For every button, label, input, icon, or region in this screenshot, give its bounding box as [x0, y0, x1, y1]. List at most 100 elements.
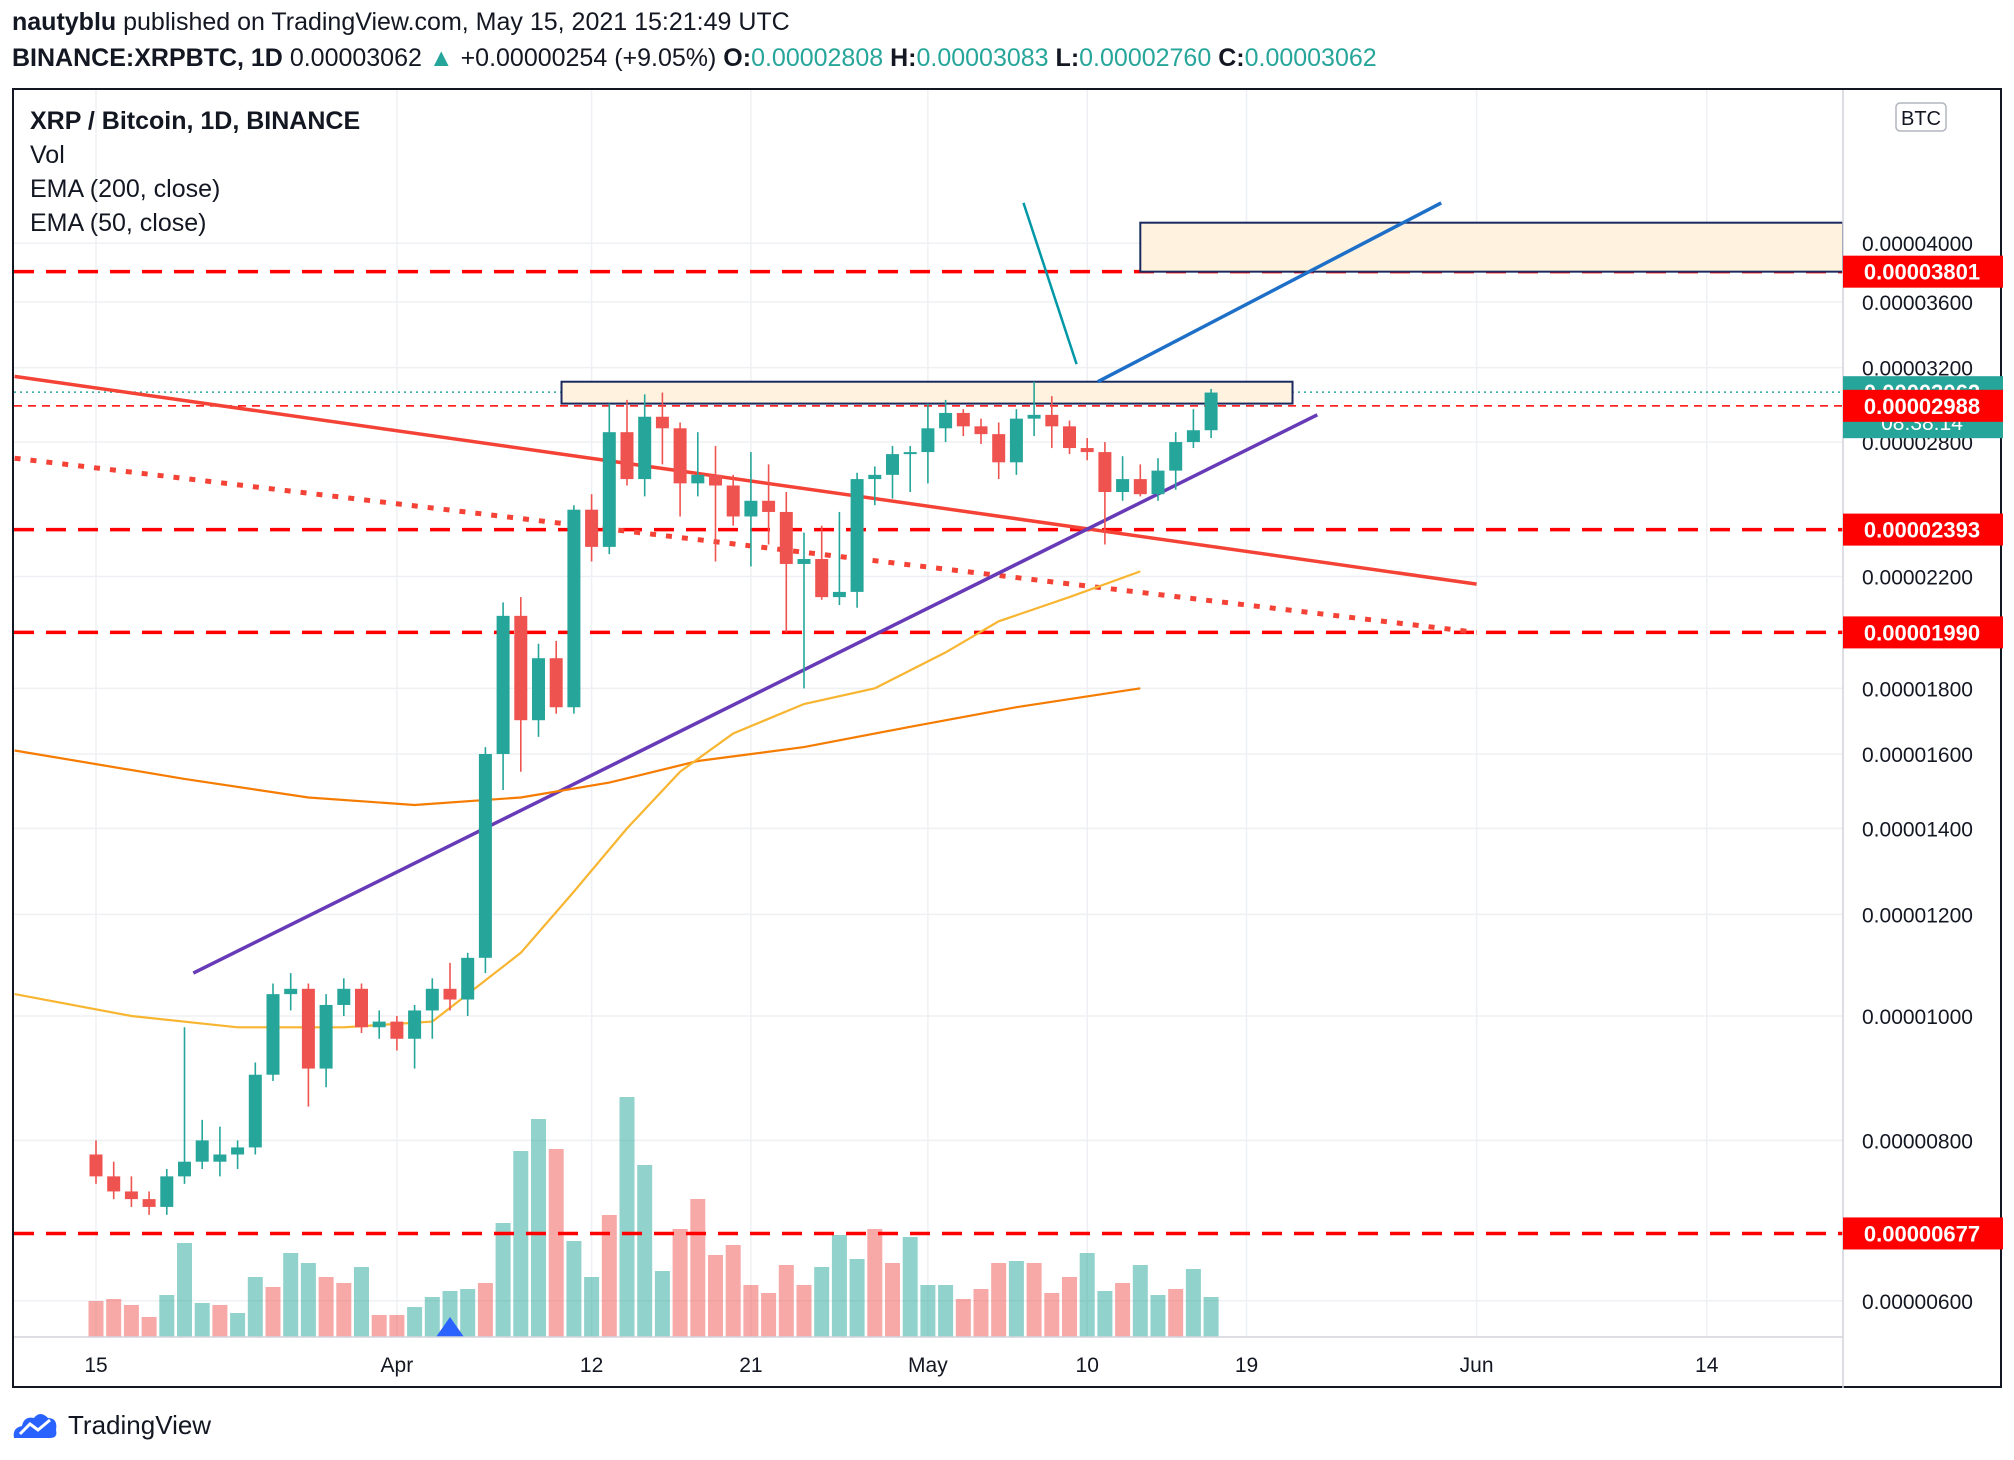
candle-body	[319, 1004, 333, 1069]
price-tick-label: 0.00004000	[1862, 233, 1973, 256]
volume-bar	[902, 1237, 918, 1337]
target-zone	[1139, 221, 1843, 273]
candle-body	[1116, 479, 1130, 492]
candle-body	[992, 434, 1006, 463]
time-tick-label: 12	[580, 1354, 603, 1377]
legend-title: XRP / Bitcoin, 1D, BINANCE	[30, 107, 361, 135]
price-tick-label: 0.00003200	[1862, 358, 1973, 381]
candle-body	[514, 615, 528, 721]
time-tick-label: 10	[1076, 1354, 1099, 1377]
volume-bar	[1185, 1269, 1201, 1337]
volume-bar	[831, 1235, 847, 1337]
currency-badge	[1895, 102, 1947, 132]
candle-body	[1204, 392, 1218, 431]
volume-bar	[141, 1317, 157, 1337]
candle-body	[638, 416, 652, 480]
candle-body	[709, 474, 722, 486]
volume-bar	[955, 1299, 971, 1337]
candle-body	[178, 1161, 191, 1177]
close-value: 0.00003062	[1244, 44, 1377, 72]
price-label-box	[1843, 1217, 2003, 1250]
candle-body	[160, 1176, 174, 1207]
candle-body	[691, 474, 705, 484]
volume-bar	[814, 1267, 830, 1337]
volume-bar	[318, 1277, 334, 1337]
volume-bar	[1115, 1283, 1131, 1337]
volume-bar	[495, 1223, 511, 1337]
price-tick-label: 0.00001800	[1862, 678, 1973, 701]
open-value: 0.00002808	[751, 44, 884, 72]
volume-bar	[354, 1267, 369, 1337]
candle-body	[549, 658, 563, 708]
price-label-text: 0.00002988	[1864, 394, 1980, 419]
author[interactable]: nautyblu	[12, 8, 117, 36]
volume-bar	[1097, 1291, 1113, 1337]
candle-body	[726, 485, 740, 517]
volume-bar	[725, 1245, 741, 1337]
legend-ema200[interactable]: EMA (200, close)	[30, 175, 221, 203]
candle-body	[1063, 426, 1076, 449]
volume-bar	[1132, 1265, 1148, 1337]
chart-legend: XRP / Bitcoin, 1D, BINANCE Vol EMA (200,…	[30, 104, 360, 240]
candle-body	[284, 988, 298, 995]
volume-bar	[743, 1285, 759, 1337]
volume-bar	[566, 1241, 582, 1337]
candle-body	[337, 988, 351, 1005]
candle-body	[762, 500, 776, 512]
volume-bar	[1168, 1289, 1184, 1337]
volume-bar	[106, 1299, 122, 1337]
time-tick-label: May	[908, 1354, 948, 1377]
volume-bar	[584, 1277, 600, 1337]
open-label: O:	[723, 44, 752, 72]
volume-bar	[177, 1243, 192, 1337]
volume-bar	[460, 1289, 476, 1337]
volume-bar	[849, 1259, 865, 1337]
time-tick-label: 21	[739, 1354, 762, 1377]
candle-body	[779, 511, 793, 564]
price-tick-label: 0.00001200	[1862, 904, 1973, 927]
volume-bar	[778, 1265, 794, 1337]
candle-body	[620, 432, 634, 480]
candle-body	[797, 559, 811, 564]
volume-bar	[1044, 1293, 1060, 1337]
chart-frame[interactable]	[12, 88, 2002, 1388]
plot-area	[14, 90, 1843, 1337]
candle-body	[1080, 448, 1094, 453]
candle-body	[532, 658, 545, 721]
tradingview-logo: TradingView	[10, 1408, 211, 1442]
candle-body	[124, 1191, 138, 1200]
candle-body	[107, 1176, 121, 1192]
volume-bar	[796, 1285, 812, 1337]
volume-bar	[283, 1253, 299, 1337]
volume-bar	[230, 1313, 246, 1337]
signal-marker-icon	[436, 1317, 464, 1337]
volume-bar	[477, 1283, 493, 1337]
legend-vol[interactable]: Vol	[30, 141, 65, 169]
price-tick-label: 0.00001000	[1862, 1006, 1973, 1029]
header-line-1: nautyblu published on TradingView.com, M…	[12, 8, 790, 37]
volume-bar	[123, 1305, 139, 1337]
change: +0.00000254 (+9.05%)	[460, 44, 717, 72]
volume-bar	[867, 1229, 883, 1337]
volume-bar	[247, 1277, 263, 1337]
candle-body	[673, 428, 687, 484]
candle-body	[372, 1021, 386, 1028]
candle-body	[461, 957, 475, 1000]
candle-body	[213, 1154, 227, 1162]
volume-bar	[424, 1297, 440, 1337]
candle-body	[425, 988, 439, 1011]
candle-body	[850, 479, 864, 592]
legend-ema50[interactable]: EMA (50, close)	[30, 209, 207, 237]
candle-body	[1151, 470, 1165, 495]
candle-body	[231, 1147, 245, 1155]
volume-bar	[672, 1229, 688, 1337]
price-label-box	[1843, 255, 2003, 288]
candle-body	[496, 615, 510, 754]
time-tick-label: Apr	[381, 1354, 414, 1377]
volume-bar	[212, 1305, 228, 1337]
price-tick-label: 0.00001600	[1862, 744, 1973, 767]
candle-body	[478, 754, 492, 958]
candle-body	[939, 412, 953, 429]
price-label-text: 0.00002393	[1864, 518, 1980, 543]
